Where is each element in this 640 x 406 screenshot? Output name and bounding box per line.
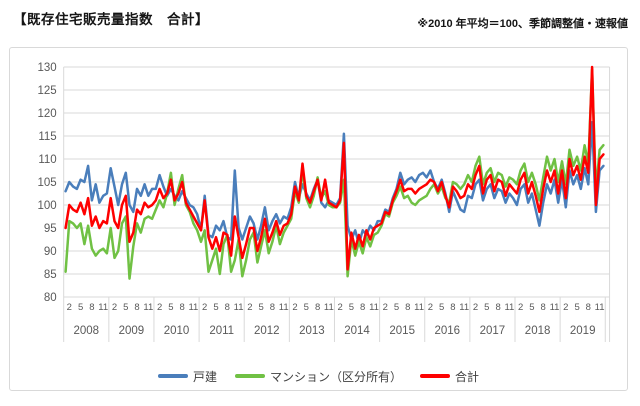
month-tick-label: 8 <box>180 302 185 313</box>
month-tick-label: 5 <box>168 302 173 313</box>
month-tick-label: 8 <box>360 302 365 313</box>
y-tick-label: 125 <box>38 85 57 97</box>
year-tick-label: 2011 <box>209 325 234 337</box>
month-tick-label: 2 <box>292 302 297 313</box>
year-tick-label: 2012 <box>254 325 280 337</box>
legend-label-mansion: マンション（区分所有） <box>269 369 402 384</box>
month-tick-label: 5 <box>304 302 309 313</box>
month-tick-label: 8 <box>586 302 591 313</box>
month-tick-label: 5 <box>529 302 534 313</box>
year-tick-label: 2018 <box>525 325 551 337</box>
month-tick-label: 2 <box>383 302 388 313</box>
legend-item-goukei: 合計 <box>420 368 479 385</box>
legend-item-kodate: 戸建 <box>157 368 217 385</box>
month-tick-label: 11 <box>504 302 514 313</box>
legend-line-icon <box>234 374 265 378</box>
month-tick-label: 8 <box>450 302 455 313</box>
month-tick-label: 11 <box>234 302 244 313</box>
year-tick-label: 2017 <box>480 325 506 337</box>
month-tick-label: 5 <box>123 302 128 313</box>
month-tick-label: 11 <box>550 302 560 313</box>
series-line-0 <box>64 120 605 246</box>
legend: 戸建 マンション（区分所有） 合計 <box>10 367 627 385</box>
month-tick-label: 11 <box>324 302 334 313</box>
month-tick-label: 11 <box>414 302 424 313</box>
month-tick-label: 5 <box>213 302 218 313</box>
month-tick-label: 2 <box>473 302 478 313</box>
y-tick-label: 90 <box>44 246 57 258</box>
year-tick-label: 2009 <box>119 325 145 337</box>
month-tick-label: 5 <box>78 302 83 313</box>
month-tick-label: 2 <box>337 302 342 313</box>
month-tick-label: 2 <box>202 302 207 313</box>
year-tick-label: 2008 <box>74 325 100 337</box>
chart-frame: 80 85 90 95 100 105 110 115 120 125 130 2 5 8 11 2008 2 5… <box>9 47 628 391</box>
year-tick-label: 2010 <box>164 325 190 337</box>
chart-note: ※2010 年平均＝100、季節調整値・速報値 <box>417 18 628 30</box>
year-tick-label: 2016 <box>435 325 461 337</box>
year-tick-label: 2019 <box>570 325 596 337</box>
month-tick-label: 11 <box>98 302 108 313</box>
month-tick-label: 5 <box>349 302 354 313</box>
month-tick-label: 5 <box>394 302 399 313</box>
y-tick-label: 80 <box>44 292 57 304</box>
month-tick-label: 11 <box>188 302 198 313</box>
y-tick-label: 95 <box>44 223 57 235</box>
legend-item-mansion: マンション（区分所有） <box>234 368 402 385</box>
month-tick-label: 2 <box>157 302 162 313</box>
month-tick-label: 8 <box>134 302 139 313</box>
month-tick-label: 8 <box>89 302 94 313</box>
month-tick-label: 8 <box>495 302 500 313</box>
year-tick-label: 2014 <box>344 325 370 337</box>
month-tick-label: 11 <box>595 302 605 313</box>
page-title: 【既存住宅販売量指数 合計】 <box>13 12 209 27</box>
legend-label-goukei: 合計 <box>455 369 480 384</box>
month-tick-label: 8 <box>405 302 410 313</box>
month-tick-label: 8 <box>225 302 230 313</box>
y-tick-label: 115 <box>38 131 56 143</box>
month-tick-label: 2 <box>112 302 117 313</box>
month-tick-label: 11 <box>369 302 379 313</box>
month-tick-label: 11 <box>279 302 289 313</box>
year-tick-label: 2013 <box>299 325 325 337</box>
month-tick-label: 2 <box>563 302 568 313</box>
month-tick-label: 2 <box>67 302 72 313</box>
month-tick-label: 2 <box>247 302 252 313</box>
y-tick-label: 130 <box>38 62 57 74</box>
month-tick-label: 11 <box>143 302 153 313</box>
month-tick-label: 8 <box>270 302 275 313</box>
series-line-2 <box>64 65 605 271</box>
y-tick-label: 85 <box>44 269 57 281</box>
legend-line-icon <box>157 374 188 378</box>
y-tick-label: 110 <box>38 154 56 166</box>
year-tick-label: 2015 <box>389 325 415 337</box>
month-tick-label: 5 <box>484 302 489 313</box>
month-tick-label: 8 <box>315 302 320 313</box>
month-tick-label: 5 <box>258 302 263 313</box>
legend-label-kodate: 戸建 <box>192 369 217 384</box>
legend-line-icon <box>420 374 450 378</box>
y-tick-label: 105 <box>38 177 57 189</box>
y-tick-label: 100 <box>38 200 57 212</box>
month-tick-label: 2 <box>518 302 523 313</box>
month-tick-label: 5 <box>439 302 444 313</box>
month-tick-label: 8 <box>541 302 546 313</box>
y-tick-label: 120 <box>38 108 57 120</box>
month-tick-label: 5 <box>574 302 579 313</box>
month-tick-label: 2 <box>428 302 433 313</box>
month-tick-label: 11 <box>459 302 469 313</box>
